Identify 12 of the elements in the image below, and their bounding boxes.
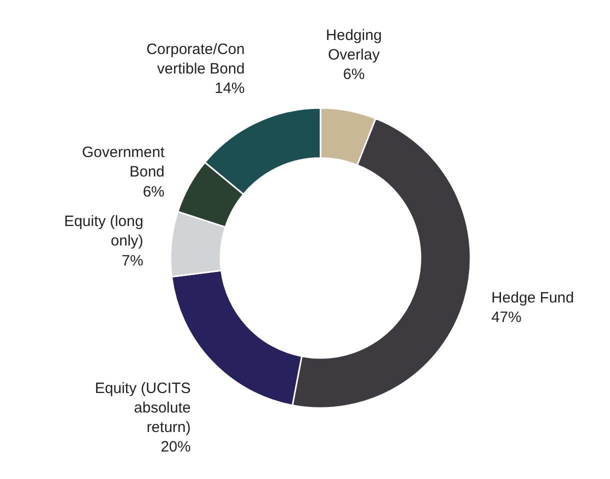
slice-label: Corporate/Con vertible Bond bbox=[146, 40, 245, 78]
slice-label: Hedge Fund bbox=[491, 289, 574, 306]
data-label: 20% bbox=[160, 438, 191, 456]
slice-label: Hedging Overlay bbox=[326, 27, 382, 64]
data-label: 6% bbox=[343, 66, 365, 84]
data-label: 6% bbox=[142, 183, 165, 200]
data-label: 7% bbox=[122, 252, 144, 270]
slice-label: Equity (UCITS absolute return) bbox=[94, 380, 191, 436]
data-label: 47% bbox=[491, 308, 522, 326]
data-label: 14% bbox=[214, 80, 245, 97]
slice-label: Government Bond bbox=[82, 144, 166, 181]
slice-label: Equity (long only) bbox=[64, 213, 144, 250]
